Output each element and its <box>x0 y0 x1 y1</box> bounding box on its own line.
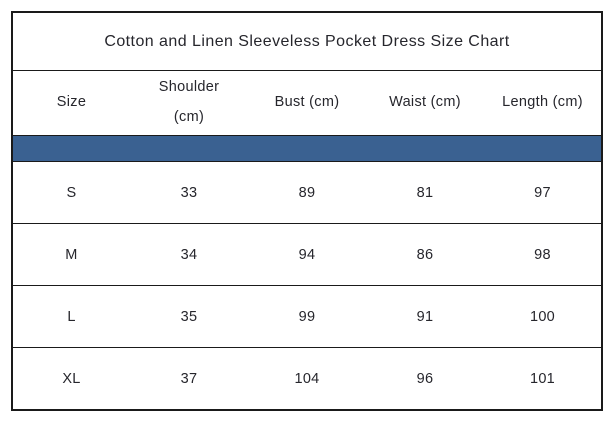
table-row-s: S 33 89 81 97 <box>12 161 602 224</box>
value-cell-shoulder: 33 <box>130 161 248 224</box>
table-row-l: L 35 99 91 100 <box>12 285 602 348</box>
column-header-line: Waist (cm) <box>389 94 461 111</box>
value-cell-waist: 96 <box>366 347 484 410</box>
value-cell-length: 101 <box>484 347 602 410</box>
value-cell-waist: 91 <box>366 285 484 348</box>
column-header-bust: Bust (cm) <box>248 70 366 136</box>
column-header-line: Size <box>56 94 87 111</box>
divider-band <box>12 135 602 162</box>
column-header-line: (cm) <box>173 109 205 125</box>
value-cell-length: 98 <box>484 223 602 286</box>
value-cell-waist: 81 <box>366 161 484 224</box>
value-cell-shoulder: 34 <box>130 223 248 286</box>
column-header-line: Length (cm) <box>502 94 583 111</box>
column-header-shoulder: Shoulder (cm) <box>130 70 248 136</box>
value-cell-shoulder: 35 <box>130 285 248 348</box>
table-row-m: M 34 94 86 98 <box>12 223 602 286</box>
size-cell: S <box>12 161 130 224</box>
value-cell-bust: 99 <box>248 285 366 348</box>
divider-band-row <box>12 135 602 162</box>
chart-title: Cotton and Linen Sleeveless Pocket Dress… <box>12 12 602 71</box>
title-row: Cotton and Linen Sleeveless Pocket Dress… <box>12 12 602 71</box>
value-cell-length: 100 <box>484 285 602 348</box>
column-header-length: Length (cm) <box>484 70 602 136</box>
value-cell-bust: 94 <box>248 223 366 286</box>
value-cell-bust: 104 <box>248 347 366 410</box>
table-row-xl: XL 37 104 96 101 <box>12 347 602 410</box>
value-cell-shoulder: 37 <box>130 347 248 410</box>
size-cell: L <box>12 285 130 348</box>
size-chart-table: Cotton and Linen Sleeveless Pocket Dress… <box>11 11 603 411</box>
size-chart-body: S 33 89 81 97 M 34 94 86 98 L 35 99 91 100 XL 37 104 96 101 <box>12 161 602 410</box>
size-cell: M <box>12 223 130 286</box>
value-cell-bust: 89 <box>248 161 366 224</box>
column-header-size: Size <box>12 70 130 136</box>
value-cell-waist: 86 <box>366 223 484 286</box>
column-header-line: Bust (cm) <box>274 94 340 111</box>
column-header-line: Shoulder <box>158 79 220 96</box>
header-row: Size Shoulder (cm) Bust (cm) Waist (cm) Lengt… <box>12 70 602 136</box>
column-header-waist: Waist (cm) <box>366 70 484 136</box>
size-cell: XL <box>12 347 130 410</box>
value-cell-length: 97 <box>484 161 602 224</box>
